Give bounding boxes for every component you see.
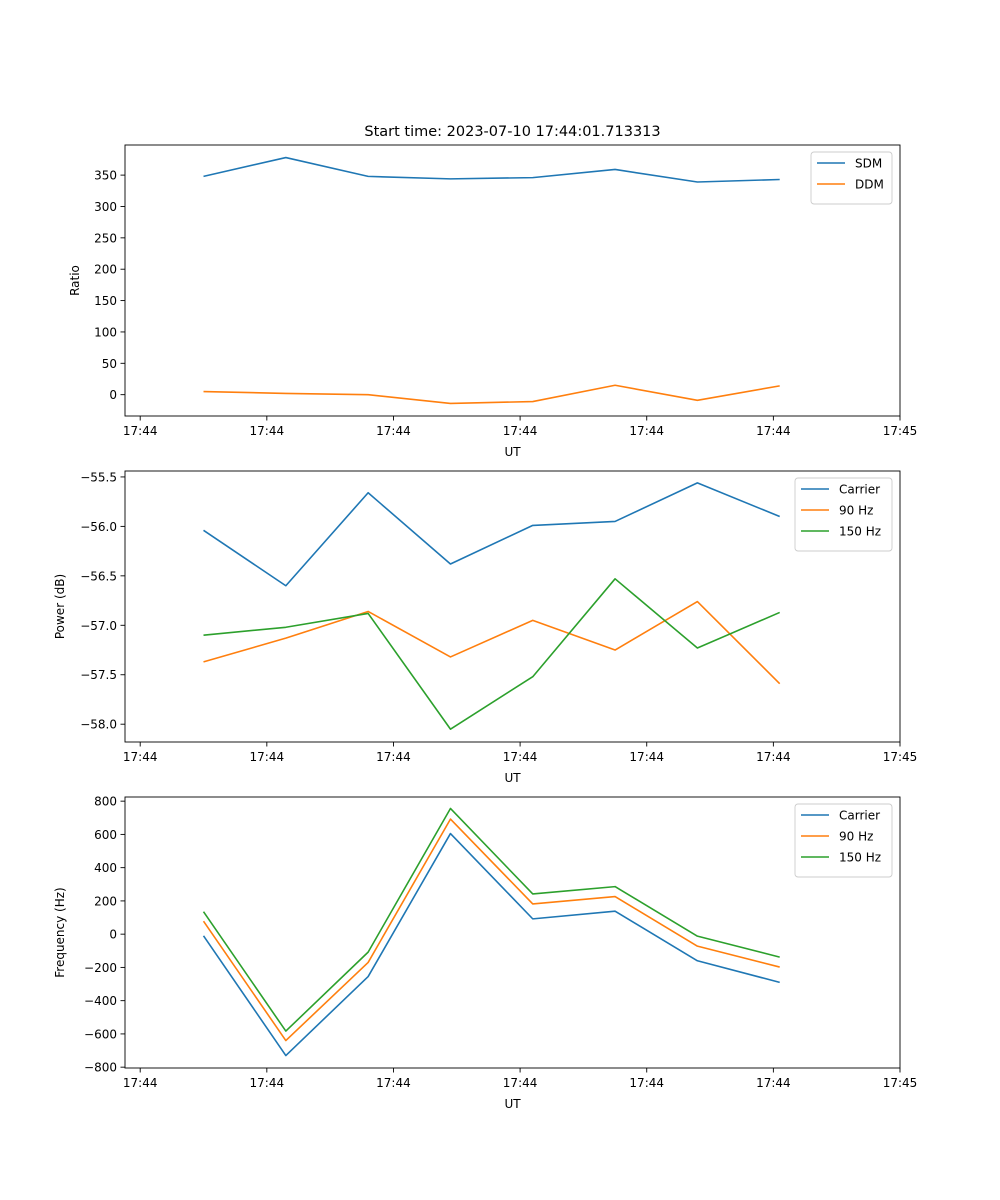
series-line-90-hz <box>203 600 781 685</box>
y-tick-label: −800 <box>84 1061 117 1075</box>
y-tick-label: 0 <box>109 388 117 402</box>
y-tick-label: 800 <box>94 795 117 809</box>
x-tick-label: 17:44 <box>503 750 538 764</box>
y-tick-label: 400 <box>94 861 117 875</box>
x-tick-label: 17:44 <box>250 424 285 438</box>
y-tick-label: 200 <box>94 894 117 908</box>
y-tick-label: −200 <box>84 961 117 975</box>
x-tick-label: 17:44 <box>756 1076 791 1090</box>
x-tick-label: 17:44 <box>756 424 791 438</box>
figure-title: Start time: 2023-07-10 17:44:01.713313 <box>364 124 660 140</box>
x-axis-label: UT <box>504 1097 521 1111</box>
legend-label: Carrier <box>839 483 880 497</box>
x-tick-label: 17:44 <box>376 1076 411 1090</box>
legend-label: 90 Hz <box>839 830 873 844</box>
legend-label: 150 Hz <box>839 525 881 539</box>
y-tick-label: 600 <box>94 828 117 842</box>
series-line-carrier <box>203 482 781 587</box>
x-axis-label: UT <box>504 771 521 785</box>
y-tick-label: −400 <box>84 994 117 1008</box>
y-tick-label: 350 <box>94 169 117 183</box>
y-axis-label: Power (dB) <box>53 574 67 639</box>
legend-box <box>794 477 893 552</box>
y-tick-label: −56.0 <box>80 520 117 534</box>
series-line-carrier <box>202 832 780 1057</box>
legend-label: Carrier <box>839 809 880 823</box>
legend-label: DDM <box>855 178 884 192</box>
series-line-sdm <box>203 156 780 183</box>
x-tick-label: 17:44 <box>123 1076 158 1090</box>
axes-frame <box>124 144 901 417</box>
legend: Carrier 90 Hz 150 Hz <box>794 477 893 552</box>
x-tick-label: 17:45 <box>883 750 918 764</box>
y-tick-label: −56.5 <box>80 569 117 583</box>
y-tick-label: −58.0 <box>80 718 117 732</box>
y-tick-label: −55.5 <box>80 470 117 484</box>
y-axis-label: Ratio <box>68 265 82 296</box>
y-tick-label: 50 <box>102 357 117 371</box>
y-tick-label: 100 <box>94 325 117 339</box>
y-tick-label: 0 <box>109 928 117 942</box>
y-tick-label: 250 <box>94 231 117 245</box>
legend-box <box>810 151 893 205</box>
x-tick-label: 17:44 <box>250 750 285 764</box>
x-tick-label: 17:44 <box>123 424 158 438</box>
axes-frame <box>124 470 901 743</box>
axes-frame <box>124 796 901 1069</box>
x-tick-label: 17:44 <box>629 424 664 438</box>
legend-label: SDM <box>855 157 882 171</box>
chart-panel-1: 17:44 17:44 17:44 17:44 17:44 17:44 17:45 0 50 10… <box>68 144 918 459</box>
series-line-90-hz <box>202 818 780 1042</box>
x-tick-label: 17:45 <box>883 424 918 438</box>
x-tick-label: 17:44 <box>629 750 664 764</box>
chart-panel-2: 17:44 17:44 17:44 17:44 17:44 17:44 17:45 −58.0… <box>53 470 917 785</box>
x-tick-label: 17:44 <box>629 1076 664 1090</box>
chart-panel-3: 17:44 17:44 17:44 17:44 17:44 17:44 17:45 −800 −… <box>53 795 917 1111</box>
x-tick-label: 17:44 <box>250 1076 285 1090</box>
series-line-150-hz <box>202 807 780 1032</box>
y-tick-label: −600 <box>84 1027 117 1041</box>
y-tick-label: −57.5 <box>80 668 117 682</box>
legend-label: 90 Hz <box>839 504 873 518</box>
legend-box <box>794 803 893 878</box>
y-tick-label: 150 <box>94 294 117 308</box>
x-tick-label: 17:44 <box>503 424 538 438</box>
legend: Carrier 90 Hz 150 Hz <box>794 803 893 878</box>
series-line-ddm <box>203 384 780 405</box>
y-tick-label: −57.0 <box>80 619 117 633</box>
y-tick-label: 300 <box>94 200 117 214</box>
x-tick-label: 17:44 <box>376 424 411 438</box>
legend-label: 150 Hz <box>839 851 881 865</box>
plot-area: 17:44 17:44 17:44 17:44 17:44 17:44 17:45 0 50 10… <box>53 144 918 1111</box>
series-line-150-hz <box>203 578 781 730</box>
x-tick-label: 17:44 <box>376 750 411 764</box>
x-tick-label: 17:44 <box>503 1076 538 1090</box>
x-tick-label: 17:44 <box>123 750 158 764</box>
x-tick-label: 17:45 <box>883 1076 918 1090</box>
y-tick-label: 200 <box>94 263 117 277</box>
x-tick-label: 17:44 <box>756 750 791 764</box>
y-axis-label: Frequency (Hz) <box>53 887 67 978</box>
x-axis-label: UT <box>504 445 521 459</box>
legend: SDM DDM <box>810 151 893 205</box>
